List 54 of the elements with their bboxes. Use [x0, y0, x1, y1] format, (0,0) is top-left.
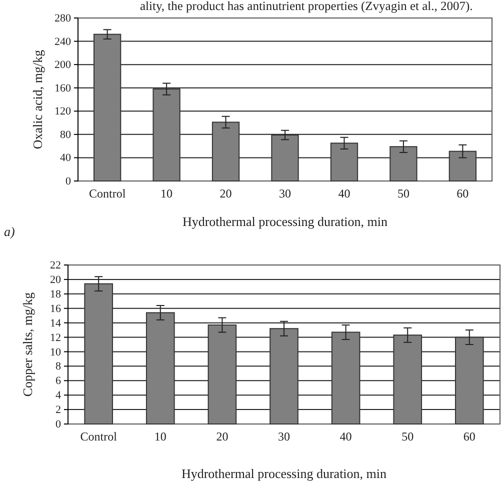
y-tick-label: 160 [54, 82, 72, 94]
x-tick-label: 10 [160, 186, 173, 201]
y-tick-label: 0 [56, 418, 62, 431]
y-tick-label: 10 [50, 346, 62, 358]
y-tick-label: 200 [54, 59, 72, 72]
y-tick-label: 240 [54, 36, 72, 48]
y-tick-label: 40 [60, 152, 72, 164]
text: ality, the product has antinutrient properties (Zvyagin et al., 2007). [140, 0, 473, 13]
y-tick-label: 20 [50, 274, 62, 286]
y-tick-label: 280 [54, 12, 72, 25]
x-axis-title: Hydrothermal processing duration, min [181, 466, 388, 481]
x-axis-title: Hydrothermal processing duration, min [182, 214, 388, 229]
x-tick-label: Control [80, 430, 118, 444]
y-tick-label: 12 [50, 332, 61, 344]
y-tick-label: 2 [56, 404, 61, 416]
y-tick-label: 0 [66, 176, 72, 188]
y-tick-label: 80 [60, 128, 72, 141]
y-tick-label: 6 [56, 375, 62, 388]
y-axis-title: Copper salts, mg/kg [20, 292, 35, 397]
x-tick-label: 30 [278, 430, 290, 444]
bar [331, 332, 360, 424]
y-tick-label: 14 [50, 317, 62, 330]
y-tick-label: 120 [54, 106, 72, 118]
x-tick-label: Control [88, 186, 126, 201]
bar [208, 324, 237, 424]
bar [84, 283, 113, 424]
text: a) [4, 224, 15, 239]
x-tick-label: 10 [154, 430, 166, 444]
x-tick-label: 40 [338, 186, 350, 201]
bar [393, 334, 422, 424]
bar [390, 146, 418, 182]
y-tick-label: 4 [56, 390, 62, 402]
x-tick-label: 30 [279, 186, 291, 201]
y-tick-label: 22 [50, 260, 61, 272]
bar [270, 328, 298, 424]
x-tick-label: 20 [216, 430, 228, 444]
y-axis-title: Oxalic acid, mg/kg [30, 49, 45, 150]
x-tick-label: 40 [340, 430, 352, 444]
bar [330, 142, 358, 182]
bar [212, 122, 240, 182]
x-tick-label: 60 [463, 430, 476, 444]
bar [448, 150, 477, 182]
y-tick-label: 8 [56, 360, 62, 373]
bar [271, 134, 299, 182]
bar [152, 88, 180, 182]
x-tick-label: 50 [402, 430, 414, 444]
y-tick-label: 18 [50, 288, 62, 300]
x-tick-label: 60 [456, 186, 469, 201]
x-tick-label: 20 [220, 186, 232, 201]
bar [455, 336, 484, 424]
y-tick-label: 16 [50, 302, 62, 315]
bar [146, 312, 175, 424]
x-tick-label: 50 [397, 186, 410, 201]
bar [93, 34, 122, 182]
